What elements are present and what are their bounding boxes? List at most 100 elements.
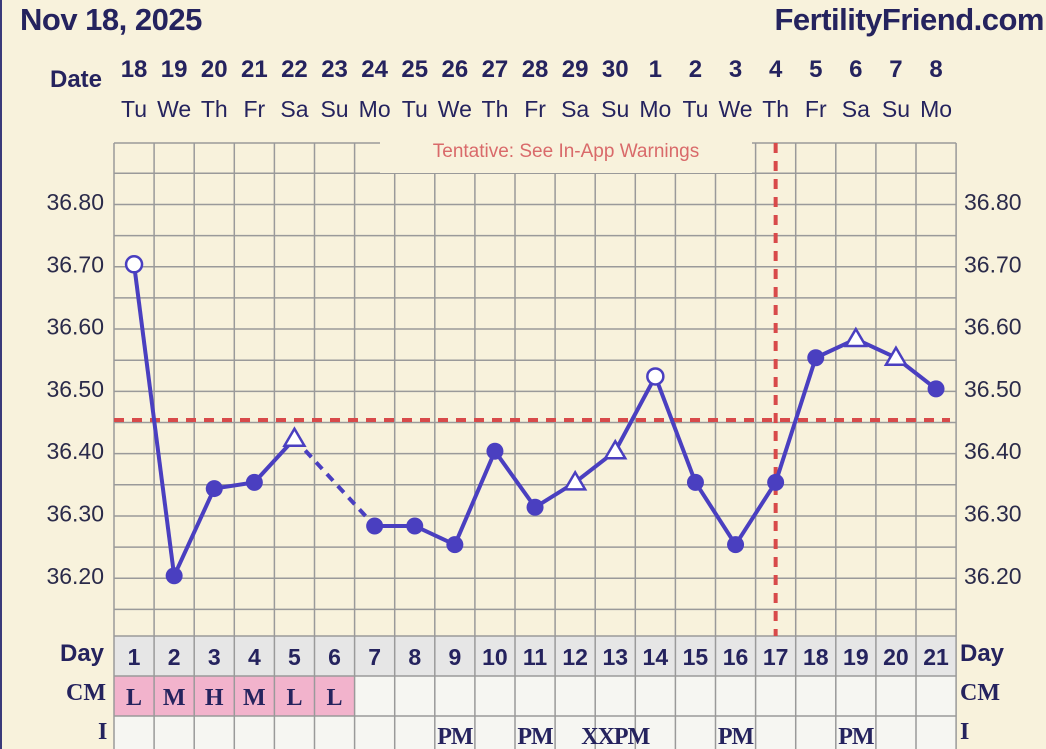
weekday-label: Th — [481, 96, 509, 122]
weekday-label: Sa — [280, 96, 309, 122]
temp-point-triangle[interactable] — [843, 326, 869, 348]
weekday-label: Tu — [401, 96, 428, 122]
weekday-label: We — [157, 96, 192, 122]
cm-row-label-right: CM — [960, 680, 1000, 706]
temp-point[interactable] — [807, 349, 825, 367]
weekday-label: Mo — [920, 96, 953, 122]
temp-point[interactable] — [165, 567, 183, 585]
cycle-day-label: 7 — [368, 644, 381, 670]
cycle-day-label: 4 — [248, 644, 261, 670]
y-tick-label: 36.20 — [46, 563, 104, 589]
i-row-label: I — [98, 719, 108, 745]
cm-value: M — [163, 685, 186, 711]
temp-point[interactable] — [927, 380, 945, 398]
temp-line — [733, 481, 778, 546]
chart-date: Nov 18, 2025 — [20, 2, 202, 37]
temp-point[interactable] — [245, 473, 263, 491]
cm-cell — [274, 676, 315, 716]
cycle-day-label: 21 — [923, 644, 949, 670]
temp-point[interactable] — [406, 517, 424, 535]
date-label: 1 — [648, 56, 663, 83]
i-value: PM — [517, 724, 553, 749]
i-value: XXPM — [581, 724, 649, 749]
temp-point[interactable] — [686, 473, 704, 491]
temp-line-dashed — [292, 437, 377, 528]
cm-cell — [234, 676, 275, 716]
y-tick-label-right: 36.70 — [964, 251, 1022, 277]
temp-point[interactable] — [727, 536, 745, 554]
date-label: 22 — [281, 56, 308, 83]
temp-point[interactable] — [446, 536, 464, 554]
cycle-day-label: 14 — [643, 644, 669, 670]
date-label: 19 — [160, 56, 188, 83]
temp-point-open[interactable] — [124, 255, 144, 274]
temp-point-triangle[interactable] — [562, 469, 588, 491]
temp-line — [693, 481, 738, 546]
weekday-label: Tu — [121, 96, 148, 122]
y-tick-label-right: 36.60 — [964, 314, 1022, 340]
date-label: 18 — [120, 56, 148, 83]
cycle-day-label: 3 — [208, 644, 221, 670]
cycle-day-label: 20 — [883, 644, 909, 670]
temp-point-open[interactable] — [646, 367, 665, 386]
i-value: PM — [838, 724, 874, 749]
cycle-day-label: 5 — [288, 644, 301, 670]
y-tick-label-right: 36.40 — [964, 438, 1022, 464]
temp-point-triangle[interactable] — [282, 426, 307, 447]
left-border — [0, 0, 2, 749]
weekday-label: Th — [762, 96, 790, 122]
cycle-day-label: 16 — [723, 644, 749, 670]
day-row-label-right: Day — [960, 640, 1005, 667]
date-label: 26 — [441, 56, 469, 83]
temp-point[interactable] — [205, 480, 223, 498]
y-tick-label: 36.30 — [46, 501, 104, 527]
date-label: 24 — [361, 56, 388, 83]
temp-line — [453, 450, 497, 546]
cycle-day-label: 11 — [523, 644, 548, 670]
i-value: PM — [437, 724, 473, 749]
tentative-warning[interactable]: Tentative: See In-App Warnings — [380, 139, 752, 173]
date-label: 20 — [200, 56, 228, 83]
cycle-day-label: 8 — [408, 644, 421, 670]
cycle-day-label: 9 — [448, 644, 461, 670]
date-label: 8 — [929, 56, 943, 83]
temp-line — [773, 357, 818, 483]
date-row-label: Date — [50, 66, 103, 93]
cycle-day-label: 1 — [128, 644, 141, 670]
cm-cell — [114, 676, 155, 716]
date-label: 30 — [601, 56, 629, 83]
cycle-day-label: 18 — [803, 644, 829, 670]
date-label: 3 — [728, 56, 743, 83]
date-label: 5 — [809, 56, 823, 83]
cm-value: M — [243, 685, 266, 711]
cm-cell — [154, 676, 195, 716]
temp-line — [493, 450, 537, 509]
temp-point-triangle[interactable] — [603, 438, 628, 460]
cm-value: L — [286, 685, 302, 711]
cycle-day-label: 19 — [843, 644, 869, 670]
weekday-label: Th — [200, 96, 228, 122]
cycle-day-label: 2 — [168, 644, 181, 670]
temp-point-triangle[interactable] — [883, 345, 909, 366]
temp-point[interactable] — [486, 442, 504, 460]
weekday-label: Su — [881, 96, 910, 122]
y-tick-label: 36.50 — [46, 376, 104, 402]
i-row — [114, 716, 957, 749]
y-tick-label-right: 36.30 — [964, 501, 1022, 527]
y-tick-label-right: 36.50 — [964, 376, 1022, 402]
weekday-label: We — [437, 96, 472, 122]
weekday-label: Fr — [524, 96, 546, 122]
cm-cell — [314, 676, 355, 716]
weekday-label: Su — [320, 96, 349, 122]
cm-row-label: CM — [66, 680, 106, 706]
y-tick-label: 36.80 — [46, 189, 104, 215]
temp-point[interactable] — [767, 473, 785, 491]
weekday-label: Tu — [682, 96, 709, 122]
date-label: 21 — [240, 56, 268, 83]
weekday-label: Sa — [841, 96, 870, 122]
temp-point[interactable] — [366, 517, 384, 535]
weekday-label: We — [718, 96, 753, 122]
temp-point[interactable] — [526, 498, 544, 516]
weekday-label: Mo — [358, 96, 391, 122]
